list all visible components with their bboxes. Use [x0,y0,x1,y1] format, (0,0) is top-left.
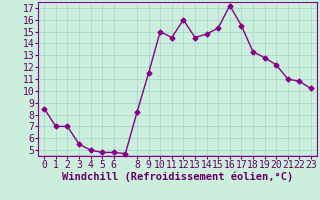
X-axis label: Windchill (Refroidissement éolien,°C): Windchill (Refroidissement éolien,°C) [62,172,293,182]
